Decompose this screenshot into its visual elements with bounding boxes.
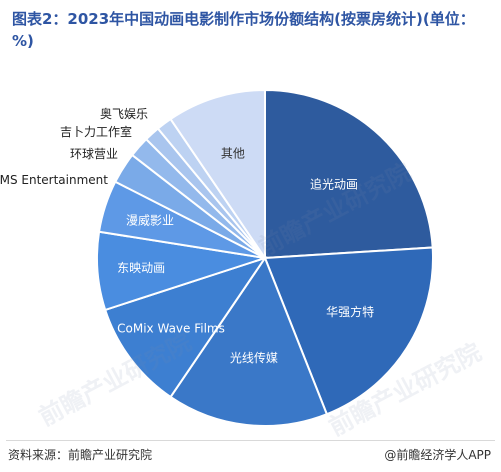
pie-slice — [169, 88, 266, 262]
slice-label: 其他 — [221, 147, 245, 161]
slice-label: 光线传媒 — [230, 350, 278, 365]
chart-title: 图表2：2023年中国动画电影制作市场份额结构(按票房统计)(单位：%) — [12, 10, 475, 50]
slice-label: 华强方特 — [326, 304, 374, 319]
slice-label: 奥飞娱乐 — [100, 107, 148, 121]
pie-slices — [96, 88, 435, 427]
pie-slice — [103, 256, 268, 399]
footer-divider — [6, 440, 495, 441]
credit-text: @前瞻经济学人APP — [384, 448, 491, 462]
slice-label: 环球营业 — [70, 147, 118, 161]
pie-slice — [169, 255, 329, 427]
slice-label: 东映动画 — [117, 261, 165, 275]
pie-slice — [263, 246, 435, 416]
slice-label: 漫威影业 — [126, 214, 174, 228]
slice-label: CoMix Wave Films — [117, 322, 225, 336]
slice-label: TMS Entertainment — [0, 173, 108, 187]
pie-slice — [264, 88, 434, 260]
slice-label: 追光动画 — [310, 177, 358, 192]
source-text: 资料来源：前瞻产业研究院 — [8, 448, 153, 462]
slice-label: 吉卜力工作室 — [60, 124, 132, 139]
